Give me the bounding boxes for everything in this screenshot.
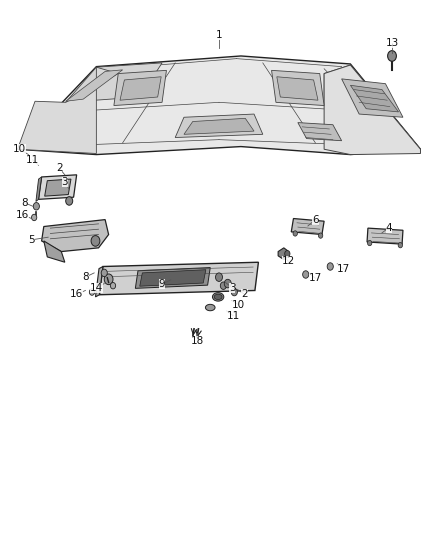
Circle shape [101,269,107,277]
Polygon shape [350,85,399,112]
Polygon shape [36,177,42,201]
Polygon shape [342,79,403,117]
Polygon shape [18,56,420,155]
Circle shape [285,251,290,257]
Ellipse shape [205,304,215,311]
Text: 11: 11 [226,311,240,320]
Text: 3: 3 [229,283,236,293]
Polygon shape [278,248,287,260]
Ellipse shape [214,294,222,300]
Polygon shape [272,70,324,106]
Polygon shape [18,67,118,154]
Polygon shape [277,77,318,100]
Text: 10: 10 [13,144,26,154]
Polygon shape [66,63,162,102]
Circle shape [231,288,237,296]
Text: 13: 13 [385,38,399,47]
Text: 6: 6 [312,215,319,224]
Polygon shape [140,270,206,286]
Text: 18: 18 [191,336,204,346]
Polygon shape [298,123,342,141]
Text: 16: 16 [70,289,83,299]
Polygon shape [39,175,77,199]
Circle shape [110,282,116,289]
Polygon shape [175,114,263,138]
Circle shape [318,233,323,238]
Text: 1: 1 [215,30,223,39]
Text: 2: 2 [56,163,63,173]
Circle shape [89,289,95,295]
Circle shape [33,203,39,210]
Circle shape [303,271,309,278]
Polygon shape [367,228,403,244]
Circle shape [32,214,37,221]
Polygon shape [184,118,254,134]
Circle shape [66,197,73,205]
Polygon shape [66,70,123,101]
Text: 17: 17 [309,273,322,283]
Circle shape [293,231,297,236]
Polygon shape [324,65,420,155]
Text: 10: 10 [232,300,245,310]
Text: 5: 5 [28,235,35,245]
Circle shape [104,274,113,285]
Polygon shape [120,77,161,100]
Text: 8: 8 [21,198,28,207]
Text: 4: 4 [385,223,392,232]
Text: 12: 12 [282,256,295,266]
Circle shape [224,279,231,288]
Circle shape [220,282,226,289]
Polygon shape [291,219,324,235]
Polygon shape [95,266,103,297]
Polygon shape [99,262,258,295]
Circle shape [398,243,403,248]
Polygon shape [44,241,65,262]
Polygon shape [45,179,71,196]
Text: 14: 14 [90,283,103,293]
Text: 17: 17 [337,264,350,274]
Ellipse shape [212,293,224,301]
Circle shape [327,263,333,270]
Polygon shape [135,268,210,288]
Text: 11: 11 [26,155,39,165]
Text: 3: 3 [61,177,68,187]
Text: 2: 2 [241,289,248,299]
Circle shape [215,273,223,281]
Polygon shape [42,220,109,252]
Text: 8: 8 [82,272,89,282]
Polygon shape [324,65,420,150]
Text: 16: 16 [16,210,29,220]
Polygon shape [114,70,166,106]
Circle shape [367,240,372,246]
Circle shape [91,236,100,246]
Text: 9: 9 [159,279,166,289]
Circle shape [388,51,396,61]
